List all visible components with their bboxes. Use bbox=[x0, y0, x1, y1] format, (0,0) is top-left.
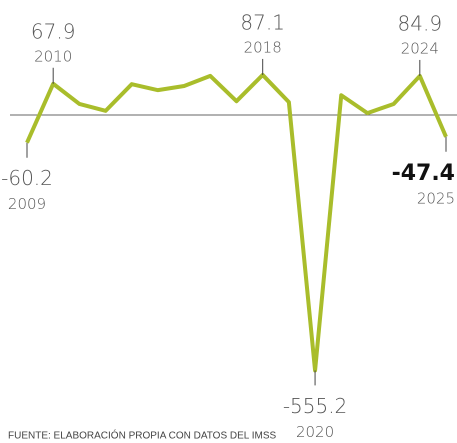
value-label: 87.1 bbox=[240, 10, 285, 34]
value-label: 84.9 bbox=[398, 11, 443, 35]
year-label: 2018 bbox=[244, 38, 282, 56]
source: FUENTE: ELABORACIÓN PROPIA CON DATOS DEL… bbox=[8, 429, 277, 442]
year-label: 2025 bbox=[417, 189, 455, 207]
value-label: 67.9 bbox=[31, 19, 76, 43]
value-label: -555.2 bbox=[283, 394, 347, 418]
year-label: 2010 bbox=[34, 47, 72, 65]
value-label: -60.2 bbox=[1, 166, 53, 190]
value-label: -47.4 bbox=[392, 161, 455, 186]
year-label: 2024 bbox=[401, 39, 439, 57]
year-label: 2009 bbox=[8, 195, 46, 213]
line bbox=[25, 72, 448, 373]
year-label: 2020 bbox=[296, 423, 334, 441]
